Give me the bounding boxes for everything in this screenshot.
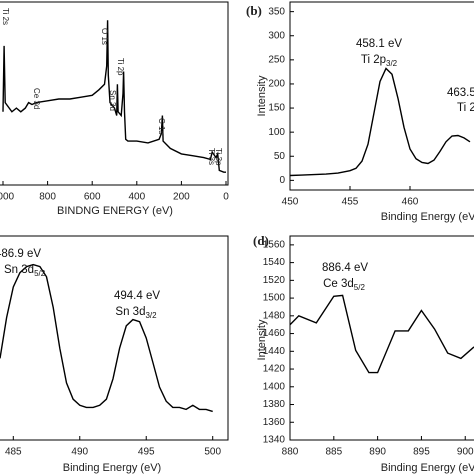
y-tick-label: 150 [268,103,285,114]
y-tick-label: 1420 [263,364,286,375]
x-tick-label: 0 [223,192,229,203]
annotation-subscript: 5/2 [354,283,366,292]
x-tick-label: 200 [173,192,190,203]
x-tick-label: 885 [325,447,342,458]
y-tick-label: 1460 [263,328,286,339]
y-tick-label: 300 [268,30,285,41]
annotation-text: Ti 2p [361,54,386,66]
x-tick-label: 500 [204,447,221,458]
x-tick-label: 800 [39,192,56,203]
y-tick-label: 100 [268,127,285,138]
peak-label: C 1s [157,118,166,134]
x-tick-label: 880 [282,447,299,458]
y-tick-label: 1560 [263,240,286,251]
spectrum-line [2,20,226,173]
peak-label: Ce 3d [32,88,41,109]
annotation-subscript: 3/2 [145,311,157,320]
peak-annotation: Ti 2p3/2 [361,54,398,68]
annotation-subscript: 5/2 [34,269,46,278]
y-tick-label: 0 [279,175,285,186]
annotation-text: 486.9 eV [0,248,41,260]
y-tick-label: 1520 [263,275,286,286]
x-tick-label: 600 [84,192,101,203]
y-tick-label: 1400 [263,381,286,392]
peak-annotation: 486.9 eV [0,248,41,260]
y-tick-label: 1340 [263,435,286,446]
x-tick-label: 400 [128,192,145,203]
annotation-text: Sn 3d [115,306,145,318]
y-tick-label: 350 [268,6,285,17]
y-axis-label: Intensity [256,319,268,360]
annotation-subscript: 3/2 [386,59,398,68]
annotation-text: 458.1 eV [356,38,402,50]
y-tick-label: 1380 [263,399,286,410]
peak-annotation: 494.4 eV [114,290,160,302]
spectrum-line [289,67,471,177]
x-tick-label: 490 [71,447,88,458]
x-tick-label: 900 [457,447,474,458]
x-tick-label: 890 [369,447,386,458]
x-axis-label: Binding Energy (eV) [63,462,161,474]
annotation-text: 886.4 eV [322,262,368,274]
spectrum-line [0,263,213,413]
panel-label: (b) [246,3,262,18]
y-axis-label: Intensity [256,75,268,116]
peak-label: Sn 3d [108,90,117,111]
peak-annotation: Ce 3d5/2 [323,278,365,292]
x-axis-label: Binding Energy (eV) [381,211,474,223]
peak-label: Ti 3p [214,148,223,166]
peak-annotation: Sn 3d3/2 [115,306,157,320]
x-axis-label: BINDNG ENERGY (eV) [57,205,173,217]
annotation-text: Sn 3d [4,264,34,276]
peak-label: Ti 2s [1,8,10,25]
annotation-text: 494.4 eV [114,290,160,302]
x-tick-label: 460 [402,197,419,208]
y-tick-label: 1440 [263,346,286,357]
panel-label: (d) [253,233,269,248]
y-tick-label: 1500 [263,293,286,304]
y-tick-label: 1480 [263,310,286,321]
peak-annotation: Ti 2p1/2 [457,102,474,116]
plot-frame [0,235,229,441]
x-tick-label: 895 [413,447,430,458]
annotation-text: Ti 2p [457,102,474,114]
y-tick-label: 1360 [263,417,286,428]
x-tick-label: 495 [138,447,155,458]
peak-label: Ti 2p [116,58,125,76]
peak-annotation: 463.5 eV [447,87,474,99]
peak-label: O 1s [100,28,109,45]
annotation-text: Ce 3d [323,278,354,290]
y-tick-label: 50 [274,151,286,162]
y-tick-label: 250 [268,54,285,65]
peak-annotation: 886.4 eV [322,262,368,274]
annotation-text: 463.5 eV [447,87,474,99]
spectrum-line [289,294,474,374]
peak-annotation: 458.1 eV [356,38,402,50]
y-tick-label: 200 [268,79,285,90]
plot-frame [289,235,474,441]
x-tick-label: 485 [5,447,22,458]
x-axis-label: Binding Energy (eV) [381,462,474,474]
peak-label: Ti 3s [207,148,216,165]
plot-frame [0,1,229,186]
plot-frame [289,1,474,191]
peak-annotation: Sn 3d5/2 [4,264,46,278]
x-tick-label: 450 [282,197,299,208]
x-tick-label: 455 [342,197,359,208]
y-tick-label: 1540 [263,257,286,268]
x-tick-label: 1000 [0,192,15,203]
